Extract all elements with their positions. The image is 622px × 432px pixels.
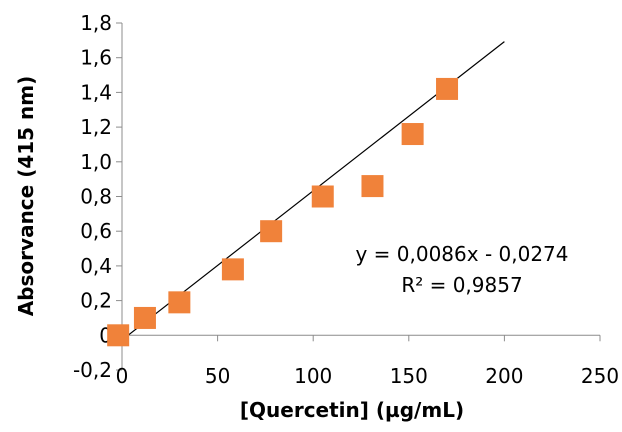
y-tick-label: 1,4 [80, 80, 112, 104]
data-point [260, 220, 283, 243]
y-tick-label: -0,2 [73, 358, 112, 382]
data-point [361, 175, 384, 198]
data-point [168, 291, 191, 314]
trendline-r-squared: R² = 0,9857 [401, 273, 522, 297]
data-point [221, 258, 244, 281]
data-points-layer [107, 77, 459, 347]
data-point [401, 123, 424, 146]
x-tick-label: 50 [205, 364, 230, 388]
y-axis-title: Absorvance (415 nm) [14, 76, 38, 317]
data-point [311, 185, 334, 208]
y-tick-label: 0,8 [80, 185, 112, 209]
trendline-equation: y = 0,0086x - 0,0274 [355, 242, 568, 266]
labels-layer: [Quercetin] (µg/mL) Absorvance (415 nm) … [14, 76, 569, 422]
axes-layer: -0,200,20,40,60,81,01,21,41,61,80 50 100 15… [73, 11, 619, 388]
x-tick-label: 0 [116, 364, 129, 388]
x-tick-label: 150 [390, 364, 428, 388]
y-tick-label: 1,0 [80, 150, 112, 174]
data-point [107, 324, 130, 347]
x-tick-label: 100 [294, 364, 332, 388]
y-tick-label: 0,4 [80, 254, 112, 278]
x-tick-label: 250 [581, 364, 619, 388]
x-tick-label: 200 [485, 364, 523, 388]
y-tick-label: 1,6 [80, 46, 112, 70]
y-tick-label: 0,2 [80, 289, 112, 313]
y-tick-label: 1,8 [80, 11, 112, 35]
y-tick-label: 0,6 [80, 219, 112, 243]
data-point [133, 306, 156, 329]
x-axis-title: [Quercetin] (µg/mL) [240, 398, 464, 422]
y-tick-label: 1,2 [80, 115, 112, 139]
data-point [436, 77, 459, 100]
